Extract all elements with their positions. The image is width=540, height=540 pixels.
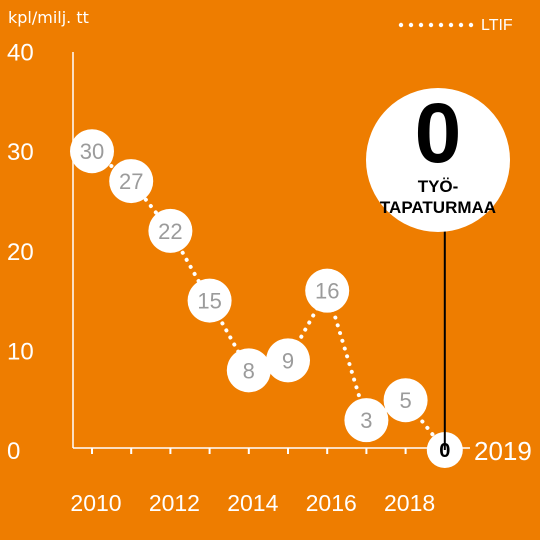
- y-tick-label: 40: [7, 40, 34, 67]
- data-label: 30: [80, 139, 104, 164]
- data-point: [305, 268, 350, 313]
- legend-dot: [448, 22, 454, 28]
- legend-dot: [408, 22, 414, 28]
- y-tick-label: 30: [7, 139, 34, 166]
- legend: LTIF: [398, 17, 513, 34]
- callout-value: 0: [415, 86, 462, 180]
- x-tick-label: 2014: [227, 490, 278, 516]
- legend-dot: [418, 22, 424, 28]
- data-point: [344, 398, 389, 443]
- data-point: [109, 159, 154, 204]
- data-point: [70, 129, 114, 174]
- legend-dot: [458, 22, 464, 28]
- data-point: [226, 348, 271, 393]
- data-point: [187, 278, 232, 323]
- data-label: 22: [158, 219, 182, 244]
- callout-line-1: TYÖ-: [418, 177, 459, 196]
- legend-dot: [468, 22, 474, 28]
- data-point: [148, 208, 193, 253]
- callout-line-2: TAPATURMAA: [380, 198, 496, 217]
- legend-line: [398, 22, 474, 28]
- data-point: [383, 378, 428, 423]
- data-points: 30 27 22 15 8 9 16 3 5 0 2019: [70, 129, 532, 468]
- x-tick-label: 2012: [149, 490, 200, 516]
- y-tick-label: 0: [7, 438, 20, 465]
- data-label: 15: [197, 289, 221, 314]
- last-point-year-label: 2019: [474, 436, 532, 466]
- data-label: 9: [282, 348, 294, 373]
- x-axis-ticks: 2010 2012 2014 2016 2018: [70, 448, 435, 516]
- legend-dot: [398, 22, 404, 28]
- data-label: 8: [243, 358, 255, 383]
- data-label: 27: [119, 169, 143, 194]
- x-tick-label: 2010: [70, 490, 121, 516]
- y-axis-ticks: 0 10 20 30 40: [7, 40, 34, 465]
- data-label: 16: [315, 279, 339, 304]
- x-tick-label: 2018: [384, 490, 435, 516]
- data-label: 5: [399, 388, 411, 413]
- legend-dot: [438, 22, 444, 28]
- y-axis-label: kpl/milj. tt: [8, 8, 89, 27]
- legend-dot: [428, 22, 434, 28]
- axes: [72, 52, 470, 449]
- data-label: 3: [360, 408, 372, 433]
- legend-label: LTIF: [481, 17, 513, 34]
- x-tick-label: 2016: [306, 490, 357, 516]
- data-label: 0: [439, 440, 450, 462]
- y-tick-label: 20: [7, 239, 34, 266]
- data-point: [266, 338, 310, 383]
- callout-bubble: [366, 88, 510, 232]
- y-tick-label: 10: [7, 338, 34, 365]
